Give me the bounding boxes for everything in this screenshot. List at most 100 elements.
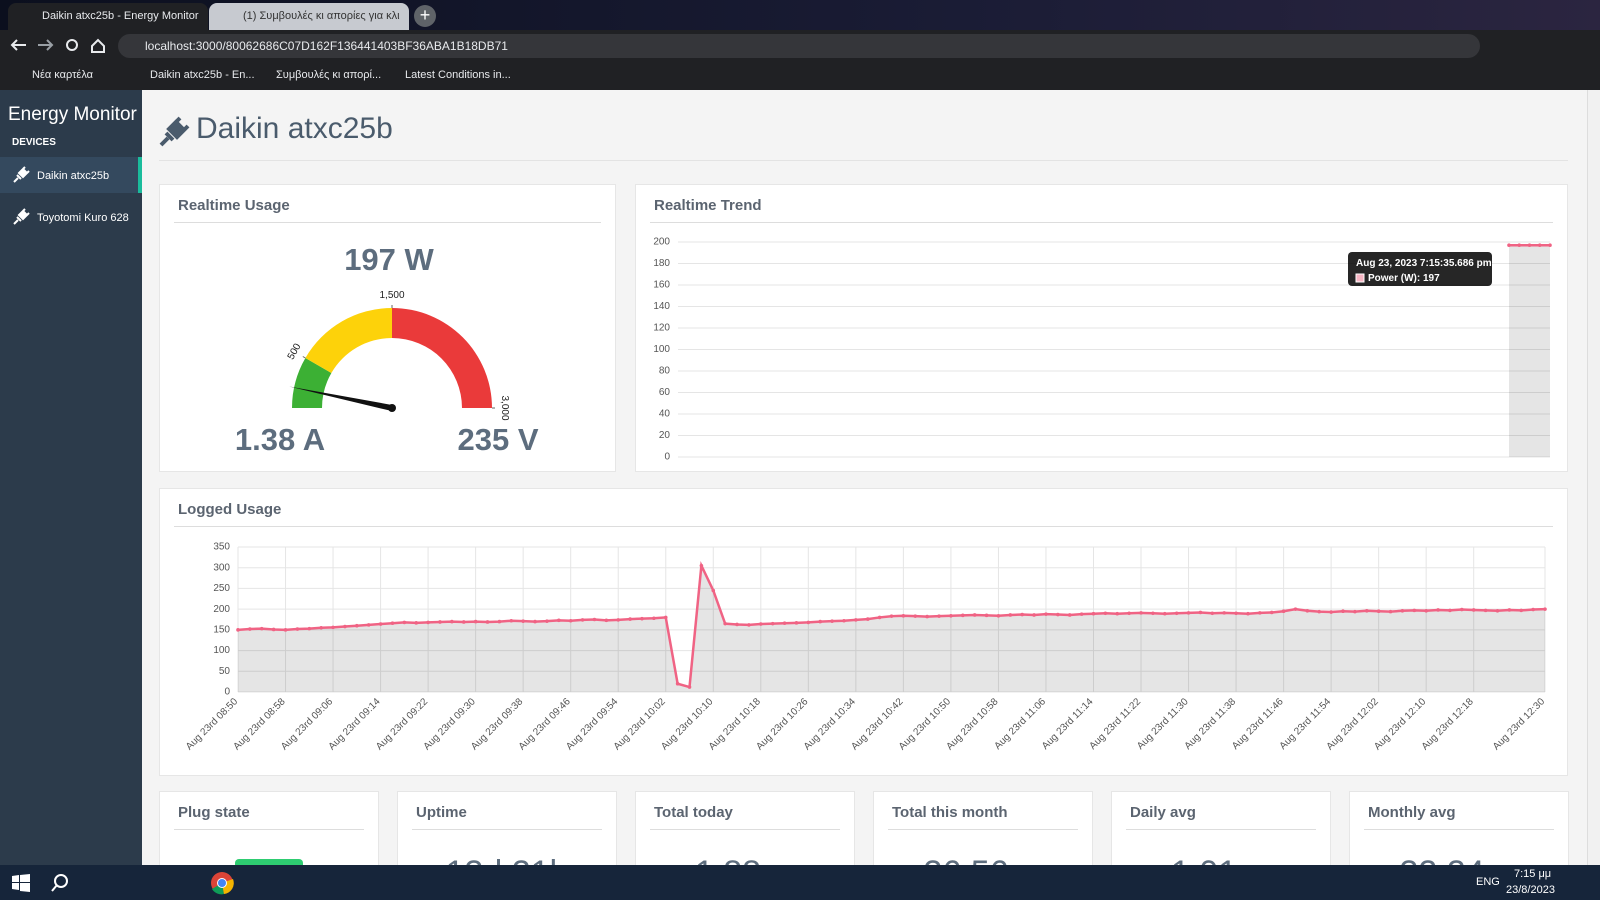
point — [687, 685, 692, 689]
card-title: Total this month — [888, 792, 1078, 830]
app-title: Energy Monitor — [8, 104, 137, 125]
point — [1186, 611, 1191, 615]
y-tick-label: 20 — [659, 430, 671, 441]
language[interactable]: ENG — [1476, 876, 1500, 888]
gauge-tick-label: 3,000 — [499, 395, 510, 420]
point — [1537, 243, 1542, 248]
tab[interactable]: (1) Συμβουλές κι απορίες για κλι — [209, 3, 409, 30]
clock-date[interactable]: 23/8/2023 — [1506, 884, 1555, 896]
point — [865, 617, 870, 621]
point — [248, 627, 252, 631]
forward[interactable] — [38, 39, 54, 51]
point — [747, 623, 751, 627]
point — [1091, 611, 1096, 616]
point — [343, 624, 347, 629]
bookmark[interactable]: Συμβουλές κι απορί... — [276, 69, 382, 81]
clock-time[interactable]: 7:15 μμ — [1514, 868, 1552, 880]
point — [1531, 607, 1535, 612]
value: 36.56 — [923, 854, 1008, 865]
y-tick-label: 80 — [659, 366, 671, 377]
point — [1020, 612, 1024, 617]
search-button[interactable] — [50, 873, 70, 893]
section-label: DEVICES — [12, 137, 56, 148]
point — [699, 563, 704, 568]
point — [759, 622, 763, 626]
scrollbar[interactable] — [1587, 90, 1600, 865]
stat-card: Total this month 36.56kWh — [873, 791, 1093, 865]
sidebar: Energy Monitor DEVICES Daikin atxc25b To… — [0, 90, 142, 865]
point — [1222, 611, 1226, 615]
y-tick-label: 120 — [653, 323, 670, 334]
point — [1329, 610, 1333, 614]
stat-value: 32.24kWh — [1350, 854, 1568, 865]
tab[interactable]: Daikin atxc25b - Energy Monitor — [8, 3, 208, 30]
value: 1.01 — [1171, 854, 1237, 865]
stat-value: 1.88kWh — [636, 854, 854, 865]
home[interactable] — [91, 38, 105, 53]
value: 32.24 — [1399, 854, 1484, 865]
point — [1424, 609, 1428, 613]
card-title: Logged Usage — [174, 489, 1553, 527]
point — [675, 681, 680, 686]
address-bar[interactable]: localhost:3000/80062686C07D162F136441403… — [118, 34, 1480, 58]
start-button[interactable] — [12, 874, 30, 892]
gauge-needle — [289, 386, 393, 411]
chrome-icon[interactable] — [210, 871, 234, 895]
point — [770, 621, 775, 626]
reload[interactable] — [66, 39, 78, 51]
power-value: 197 W — [344, 242, 434, 277]
point — [1103, 611, 1108, 616]
point — [1507, 608, 1512, 612]
point — [450, 619, 454, 624]
area — [238, 565, 1545, 692]
bookmark[interactable]: Νέα καρτέλα — [32, 69, 94, 81]
bookmark[interactable]: Daikin atxc25b - En... — [150, 69, 255, 81]
device-name[interactable]: Toyotomi Kuro 628 — [37, 212, 129, 224]
point — [949, 613, 953, 618]
point — [1517, 243, 1522, 248]
y-tick-label: 250 — [213, 583, 230, 594]
taskbar: ENG 7:15 μμ 23/8/2023 — [0, 865, 1600, 900]
needle-hub — [388, 404, 396, 412]
point — [1519, 608, 1524, 613]
plug-icon — [13, 166, 30, 183]
point — [901, 613, 906, 618]
gauge-band — [292, 358, 332, 408]
card-title: Daily avg — [1126, 792, 1316, 830]
stat-card: Uptime 13d 21h — [397, 791, 617, 865]
point — [1269, 610, 1274, 615]
new-tab-button[interactable]: + — [414, 5, 436, 27]
point — [663, 615, 668, 620]
point — [402, 620, 407, 625]
tab-title: (1) Συμβουλές κι απορίες για κλι — [243, 10, 400, 22]
value: 1.88 — [695, 854, 761, 865]
point — [996, 613, 1001, 618]
point — [1305, 609, 1310, 613]
point — [1317, 609, 1322, 614]
point — [842, 618, 846, 623]
point — [1162, 611, 1167, 616]
back[interactable] — [10, 39, 26, 51]
tooltip-title: Aug 23, 2023 7:15:35.686 pm — [1356, 258, 1492, 269]
point — [1543, 607, 1547, 611]
area — [1509, 245, 1550, 457]
point — [1471, 608, 1476, 612]
tooltip-text: Power (W): 197 — [1368, 273, 1440, 284]
point — [1527, 243, 1532, 248]
point — [319, 625, 323, 630]
current-value: 1.38 A — [235, 422, 325, 457]
point — [830, 619, 834, 623]
bookmark[interactable]: Latest Conditions in... — [405, 69, 511, 81]
point — [485, 620, 490, 624]
gauge-tick — [302, 356, 306, 359]
point — [1032, 613, 1036, 617]
y-tick-label: 140 — [653, 301, 670, 312]
stat-value: ON — [160, 854, 378, 865]
y-tick-label: 60 — [659, 387, 671, 398]
point — [236, 628, 240, 632]
logged-usage-card: Logged Usage Aug 23rd 08:50 Aug 23rd 08:5… — [159, 488, 1568, 776]
stat-value: 36.56kWh — [874, 854, 1092, 865]
point — [355, 623, 359, 628]
stat-card: Monthly avg 32.24kWh — [1349, 791, 1569, 865]
